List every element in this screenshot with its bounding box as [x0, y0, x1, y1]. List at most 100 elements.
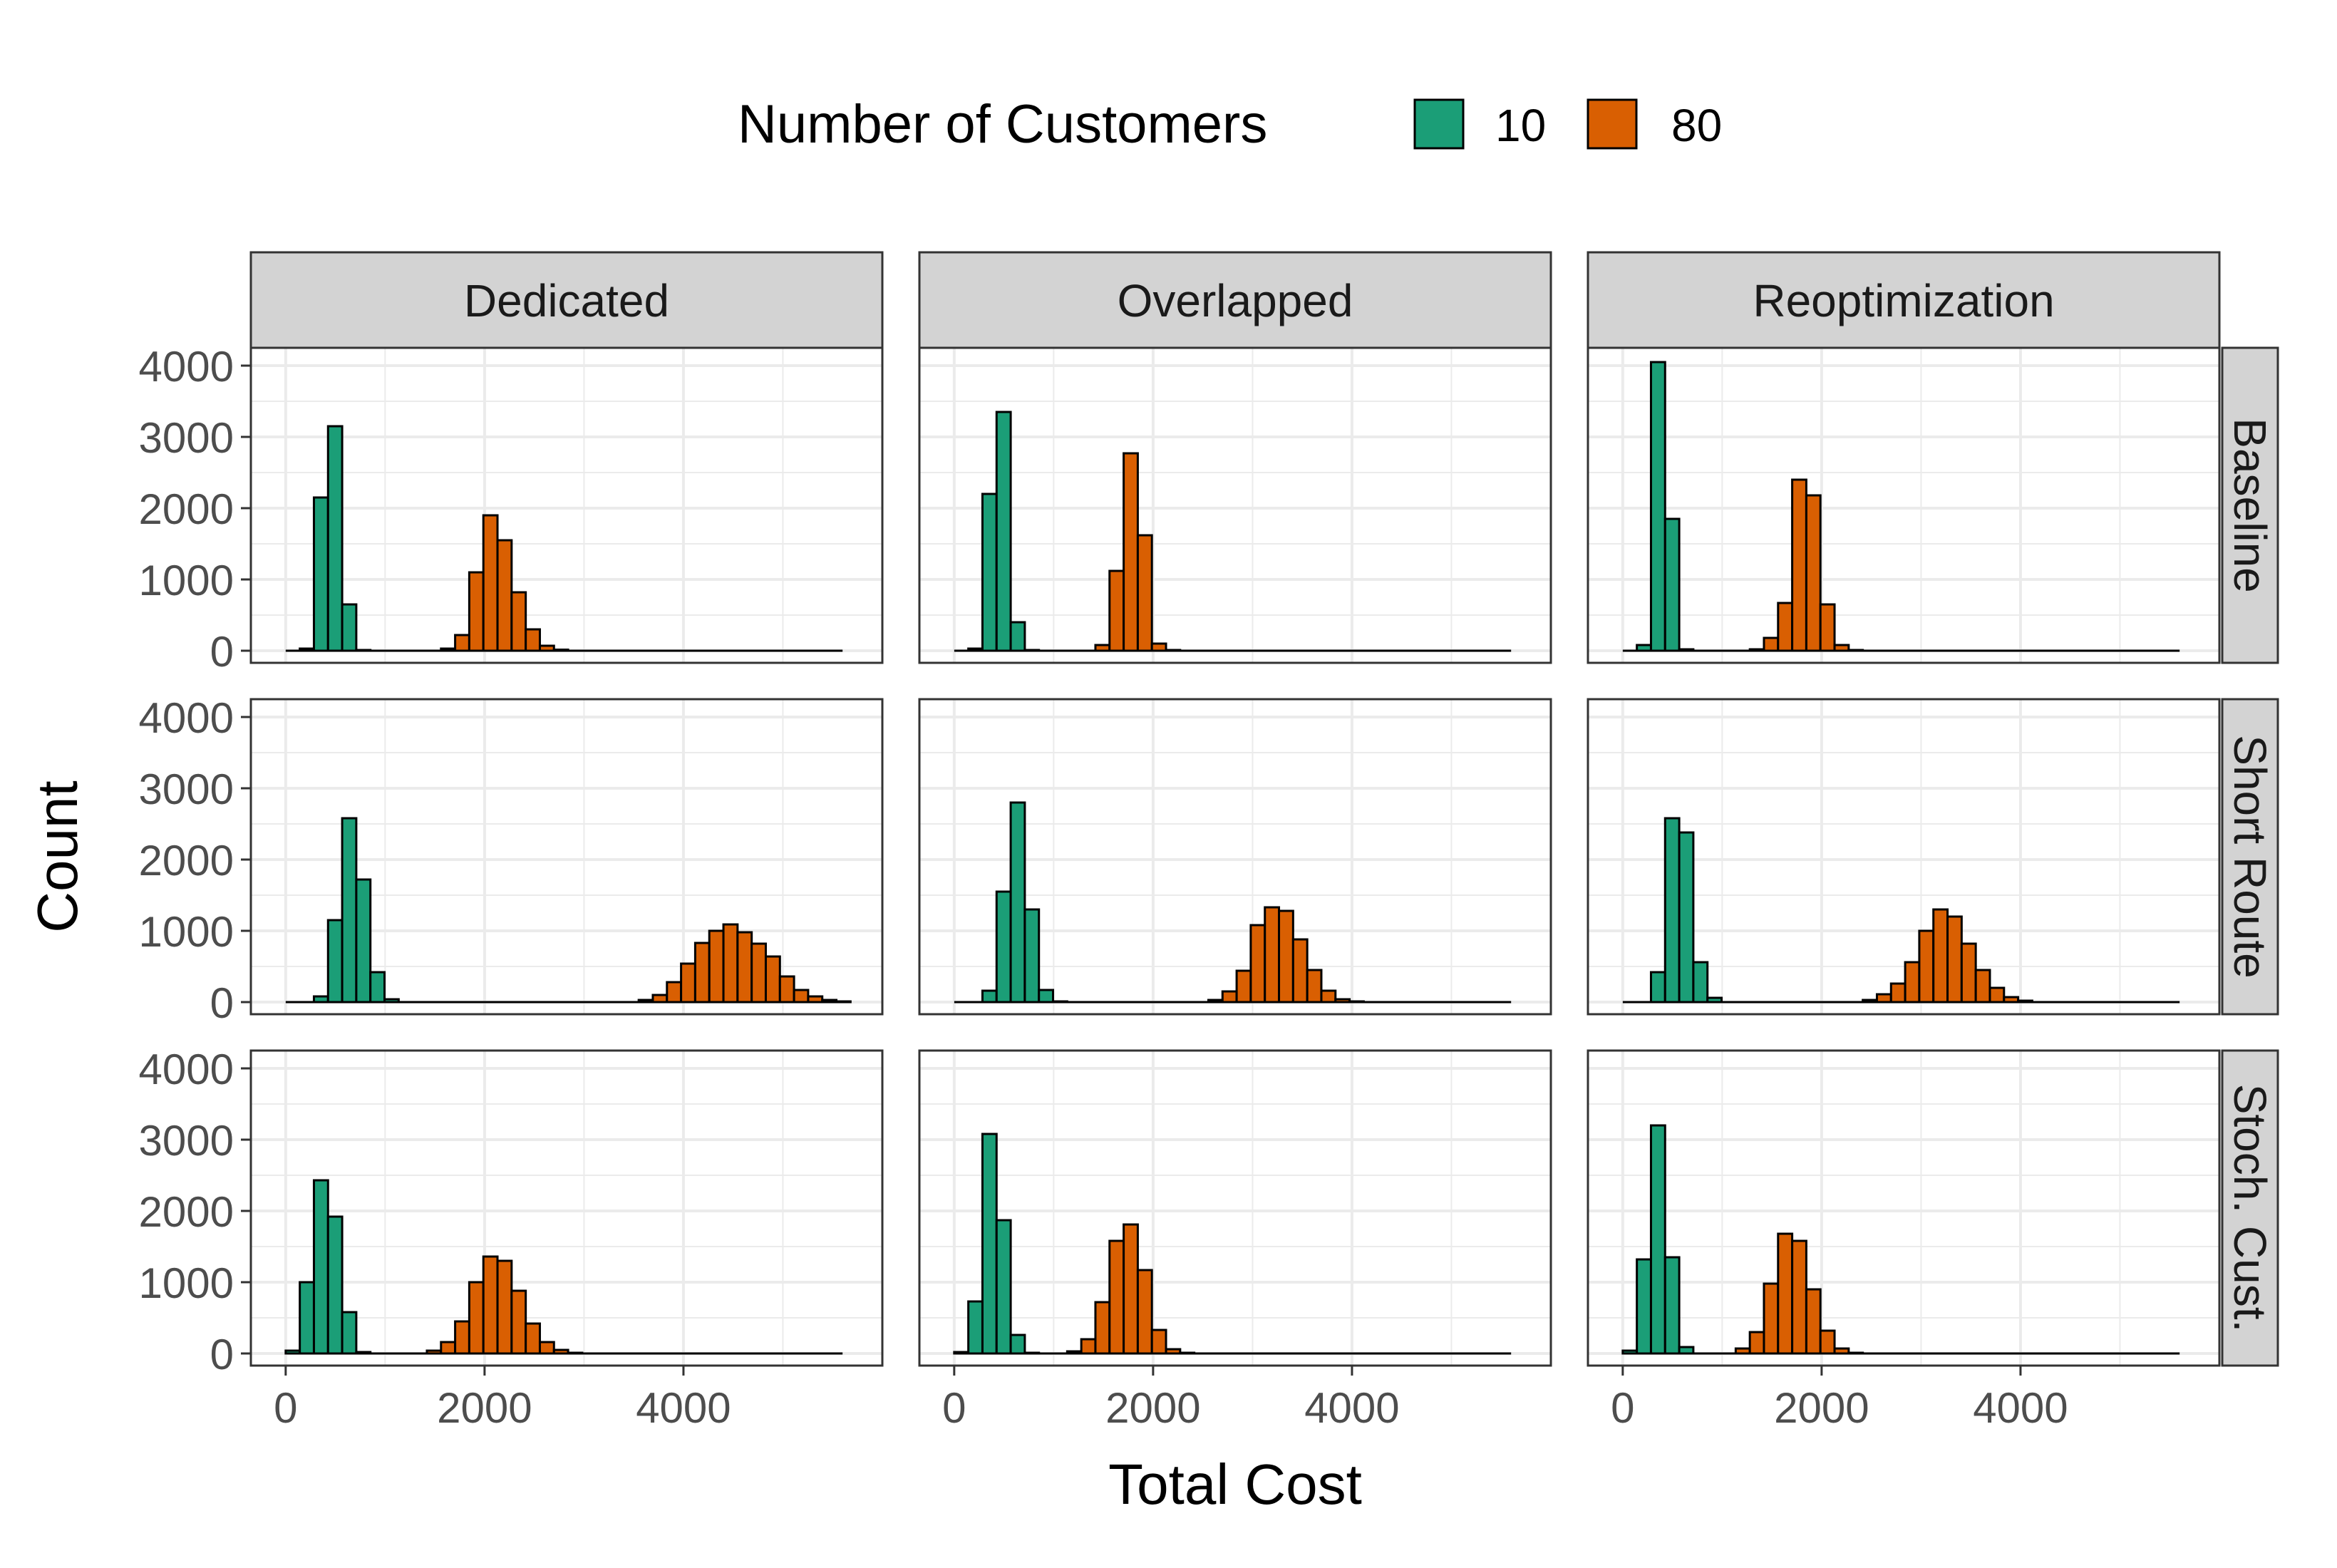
histogram-bar-10 [312, 1179, 329, 1355]
histogram-bar-80 [1791, 1239, 1807, 1355]
histogram-bar-80 [425, 1349, 443, 1355]
histogram-bar-80 [666, 981, 683, 1004]
histogram-bar-80 [1094, 1301, 1111, 1355]
histogram-bar-10 [1663, 517, 1681, 652]
panel-border [249, 698, 884, 1016]
histogram-bar-80 [750, 942, 767, 1004]
row-strips: Baseline Short Route Stoch. Cust. [2221, 346, 2279, 1367]
panel-stoch-cust--overlapped [918, 1049, 1552, 1367]
histogram-bar-10 [1692, 961, 1709, 1004]
x-axis-title: Total Cost [1108, 1453, 1362, 1516]
y-tick-label: 1000 [139, 557, 234, 604]
histogram-bar-80 [1847, 649, 1864, 652]
histogram-bar-10 [1038, 989, 1055, 1004]
histogram-bar-80 [835, 1000, 852, 1004]
histogram-bar-80 [1833, 644, 1850, 652]
histogram-bar-10 [1009, 1334, 1026, 1355]
histogram-bar-10 [299, 647, 315, 652]
histogram-bar-80 [525, 1322, 541, 1355]
panel-short-route-overlapped [918, 698, 1552, 1016]
y-axis-title: Count [26, 780, 89, 932]
histogram-bar-80 [1136, 1269, 1153, 1355]
histogram-bar-10 [995, 411, 1012, 652]
histogram-bar-80 [2017, 999, 2033, 1004]
x-tick-label: 4000 [1973, 1384, 2068, 1432]
histogram-bar-80 [1235, 969, 1252, 1004]
histogram-bar-10 [1636, 644, 1652, 652]
histogram-bar-10 [383, 998, 400, 1004]
y-tick-label: 3000 [139, 1117, 234, 1165]
histogram-bar-80 [793, 989, 810, 1004]
x-tick-label: 2000 [437, 1384, 532, 1432]
histogram-bar-10 [981, 1133, 998, 1355]
panel-baseline-dedicated [249, 346, 884, 664]
x-axis: 0 2000 4000 0 2000 4000 0 2000 4000 [274, 1366, 2068, 1432]
histogram-bar-80 [1334, 998, 1351, 1004]
y-tick-label: 0 [210, 1331, 234, 1378]
y-tick-label: 2000 [139, 837, 234, 884]
y-tick-label: 1000 [139, 908, 234, 956]
x-tick-label: 4000 [1304, 1384, 1399, 1432]
panel-border [1587, 1049, 2221, 1367]
histogram-bar-10 [341, 1311, 358, 1355]
legend-swatch-10 [1413, 98, 1465, 150]
panel-border [918, 698, 1552, 1016]
panel-baseline-overlapped [918, 346, 1552, 664]
histogram-bar-80 [1150, 642, 1167, 652]
histogram-bar-80 [1165, 649, 1182, 652]
histogram-bar-80 [1748, 648, 1765, 652]
panel-border [249, 1049, 884, 1367]
histogram-bar-10 [1678, 1346, 1695, 1355]
histogram-bar-80 [1150, 1329, 1167, 1355]
histogram-bar-80 [468, 1281, 485, 1355]
histogram-bar-10 [1649, 361, 1666, 652]
histogram-bar-80 [1108, 1239, 1125, 1355]
histogram-bar-80 [1136, 534, 1153, 652]
legend-label-10: 10 [1495, 100, 1546, 151]
y-tick-label: 1000 [139, 1259, 234, 1307]
histogram-bar-80 [1348, 1000, 1365, 1004]
histogram-bar-10 [995, 890, 1012, 1004]
histogram-bar-10 [1009, 801, 1026, 1004]
panel-border [1587, 698, 2221, 1016]
histogram-bar-10 [1009, 621, 1026, 652]
histogram-bar-80 [538, 644, 555, 652]
histogram-bar-80 [538, 1341, 555, 1355]
legend-swatch-80 [1587, 98, 1638, 150]
histogram-bar-80 [1748, 1331, 1765, 1355]
histogram-bar-10 [1678, 831, 1695, 1004]
histogram-bar-10 [1663, 1256, 1681, 1355]
histogram-bar-80 [1221, 990, 1238, 1004]
histogram-bar-80 [807, 995, 824, 1004]
histogram-bar-80 [2003, 996, 2020, 1004]
histogram-bar-80 [637, 999, 654, 1004]
x-tick-label: 0 [274, 1384, 297, 1432]
histogram-bar-80 [1763, 1282, 1780, 1355]
histogram-bar-80 [440, 1341, 457, 1355]
histogram-bar-10 [995, 1219, 1012, 1355]
histogram-bar-80 [482, 514, 499, 652]
histogram-bar-80 [1777, 1232, 1794, 1355]
panel-background [1588, 1051, 2219, 1366]
histogram-bar-10 [312, 995, 329, 1004]
y-tick-label: 0 [210, 628, 234, 676]
histogram-bar-80 [454, 634, 470, 652]
histogram-bar-10 [981, 492, 998, 652]
histogram-bar-10 [1621, 1349, 1639, 1355]
y-tick-label: 4000 [139, 694, 234, 742]
histogram-bar-80 [736, 931, 753, 1004]
x-tick-label: 2000 [1105, 1384, 1200, 1432]
histogram-bar-10 [369, 971, 386, 1004]
histogram-bar-80 [1904, 961, 1921, 1004]
histogram-bar-10 [967, 1300, 984, 1355]
histogram-bar-10 [1678, 648, 1695, 652]
histogram-bar-80 [1805, 494, 1822, 652]
panel-baseline-reoptimization [1587, 346, 2221, 664]
histogram-bar-80 [1306, 969, 1323, 1004]
histogram-bar-80 [708, 929, 725, 1004]
histogram-bar-80 [1819, 1329, 1836, 1355]
strip-label-stoch-cust: Stoch. Cust. [2224, 1084, 2276, 1333]
histogram-bar-80 [1320, 989, 1337, 1004]
histogram-bar-80 [1988, 986, 2006, 1004]
histogram-bar-10 [1663, 817, 1681, 1004]
